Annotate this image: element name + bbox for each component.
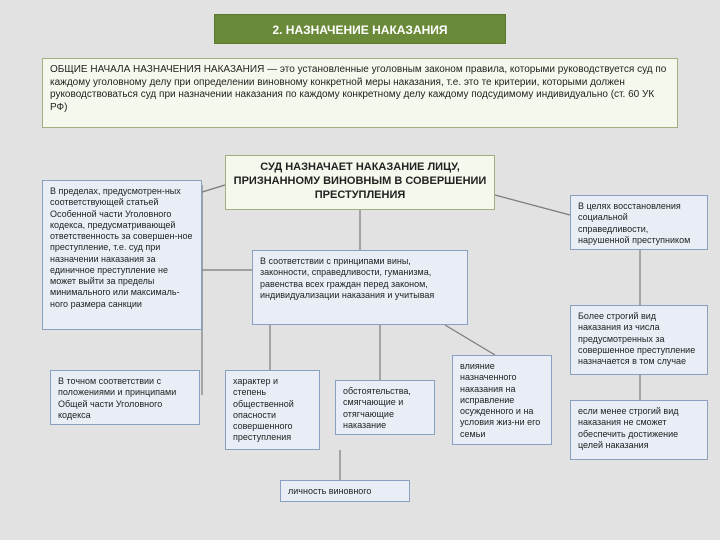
right1-text: В целях восстановления социальной справе… bbox=[578, 201, 690, 245]
right-box-3: если менее строгий вид наказания не смож… bbox=[570, 400, 708, 460]
sub-box-4: личность виновного bbox=[280, 480, 410, 502]
head-text: СУД НАЗНАЧАЕТ НАКАЗАНИЕ ЛИЦУ, ПРИЗНАННОМ… bbox=[234, 161, 487, 201]
right-box-1: В целях восстановления социальной справе… bbox=[570, 195, 708, 250]
definition-box: ОБЩИЕ НАЧАЛА НАЗНАЧЕНИЯ НАКАЗАНИЯ — это … bbox=[42, 58, 678, 128]
left1-text: В пределах, предусмотрен-ных соответству… bbox=[50, 186, 193, 309]
title-box: 2. НАЗНАЧЕНИЕ НАКАЗАНИЯ bbox=[214, 14, 506, 44]
center-box-1: В соответствии с принципами вины, законн… bbox=[252, 250, 468, 325]
right2-text: Более строгий вид наказания из числа пре… bbox=[578, 311, 695, 366]
title-text: 2. НАЗНАЧЕНИЕ НАКАЗАНИЯ bbox=[272, 23, 447, 37]
sub3-text: влияние назначенного наказания на исправ… bbox=[460, 361, 540, 439]
sub-box-3: влияние назначенного наказания на исправ… bbox=[452, 355, 552, 445]
definition-text: ОБЩИЕ НАЧАЛА НАЗНАЧЕНИЯ НАКАЗАНИЯ — это … bbox=[50, 64, 666, 113]
left2-text: В точном соответствии с положениями и пр… bbox=[58, 376, 176, 420]
center1-text: В соответствии с принципами вины, законн… bbox=[260, 256, 434, 300]
sub4-text: личность виновного bbox=[288, 486, 371, 496]
head-box: СУД НАЗНАЧАЕТ НАКАЗАНИЕ ЛИЦУ, ПРИЗНАННОМ… bbox=[225, 155, 495, 210]
sub-box-1: характер и степень общественной опасност… bbox=[225, 370, 320, 450]
right3-text: если менее строгий вид наказания не смож… bbox=[578, 406, 679, 450]
sub-box-2: обстоятельства, смягчающие и отягчающие … bbox=[335, 380, 435, 435]
right-box-2: Более строгий вид наказания из числа пре… bbox=[570, 305, 708, 375]
left-box-1: В пределах, предусмотрен-ных соответству… bbox=[42, 180, 202, 330]
left-box-2: В точном соответствии с положениями и пр… bbox=[50, 370, 200, 425]
sub2-text: обстоятельства, смягчающие и отягчающие … bbox=[343, 386, 411, 430]
sub1-text: характер и степень общественной опасност… bbox=[233, 376, 294, 442]
